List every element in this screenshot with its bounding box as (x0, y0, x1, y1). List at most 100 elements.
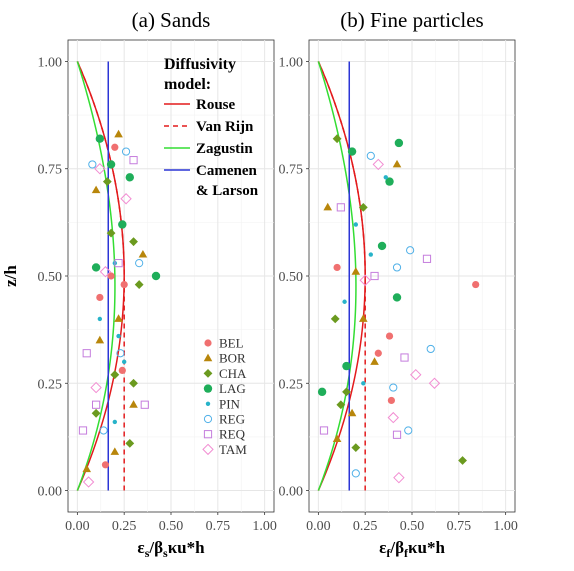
data-point-cha (358, 202, 368, 212)
data-point-bel (333, 263, 341, 272)
data-point-tam (99, 266, 112, 278)
data-point-bor (114, 129, 123, 138)
legend-label-zagustin: Zagustin (196, 141, 253, 157)
site-legend-key-cha (203, 369, 213, 378)
data-point-tam (393, 471, 405, 484)
legend-label-van-rijn: Van Rijn (196, 119, 254, 135)
x-tick-label: 0.75 (206, 519, 231, 534)
data-point-tam (82, 476, 95, 488)
data-point-tam (372, 158, 384, 171)
model-legend-title-1: Diffusivity (164, 56, 236, 73)
data-point-lag (342, 361, 351, 371)
data-point-bor (91, 185, 101, 194)
data-point-lag (317, 387, 327, 397)
data-point-reg (366, 151, 375, 160)
data-point-cha (336, 400, 346, 410)
site-legend-key-reg (203, 414, 213, 424)
data-point-bel (120, 280, 128, 289)
data-point-tam (94, 163, 106, 175)
data-point-tam (428, 377, 441, 389)
x-tick-label: 0.50 (159, 519, 184, 534)
y-tick-label: 1.00 (38, 55, 63, 70)
data-point-req (319, 426, 329, 435)
site-legend-label-lag: LAG (219, 381, 246, 396)
data-point-bor (351, 267, 361, 275)
x-tick-label: 0.50 (400, 519, 425, 534)
site-legend-key-lag (203, 384, 213, 393)
data-point-lag (347, 147, 357, 156)
data-point-cha (106, 228, 116, 238)
data-point-lag (392, 293, 402, 302)
x-tick-label: 0.00 (65, 519, 90, 534)
data-point-reg (426, 344, 435, 354)
site-legend-key-req (203, 430, 213, 439)
y-tick-label: 0.00 (279, 485, 304, 500)
data-point-req (336, 203, 345, 212)
model-line-rouse (76, 61, 125, 491)
data-point-cha (125, 438, 135, 448)
data-point-bel (107, 272, 115, 280)
panel-b-plot-area (308, 39, 516, 513)
site-legend-label-reg: REG (219, 412, 245, 427)
data-point-bel (374, 349, 382, 357)
data-point-reg (406, 246, 415, 255)
data-point-bel (385, 332, 394, 340)
data-point-bor (359, 314, 368, 322)
site-legend-key-tam (202, 443, 214, 456)
data-point-lag (106, 160, 116, 169)
model-legend: Diffusivity model: Rouse Van Rijn Zagust… (164, 56, 259, 199)
legend-label-larson: & Larson (196, 183, 259, 199)
data-point-cha (129, 237, 138, 247)
data-point-req (392, 430, 402, 439)
data-point-pin (97, 316, 103, 322)
data-point-bor (347, 408, 357, 417)
data-point-bor (392, 159, 402, 168)
data-point-pin (353, 222, 359, 227)
data-point-lag (385, 177, 394, 186)
x-tick-label: 0.75 (447, 519, 472, 534)
legend-label-camenen: Camenen (196, 163, 257, 179)
data-point-req (370, 271, 379, 281)
data-point-req (422, 254, 432, 263)
data-point-reg (116, 349, 125, 358)
data-point-req (400, 353, 409, 362)
model-legend-title-2: model: (164, 76, 211, 93)
y-tick-label: 0.50 (38, 270, 63, 285)
data-point-reg (121, 147, 131, 156)
data-point-tam (387, 411, 399, 424)
data-point-reg (392, 263, 402, 272)
data-point-req (140, 400, 149, 409)
data-point-pin (342, 299, 347, 304)
data-point-cha (134, 280, 144, 289)
site-legend-label-cha: CHA (219, 366, 247, 381)
data-point-bor (129, 400, 138, 408)
site-legend-label-tam: TAM (219, 442, 247, 457)
data-point-pin (383, 175, 388, 180)
x-tick-label: 0.00 (306, 519, 331, 534)
site-legend-label-pin: PIN (219, 396, 241, 411)
model-line-rouse (317, 61, 366, 491)
site-legend-label-bel: BEL (219, 336, 244, 351)
data-point-pin (112, 419, 118, 425)
site-legend-key-pin (205, 401, 211, 406)
x-tick-label: 0.25 (353, 519, 378, 534)
data-point-req (114, 259, 123, 268)
data-point-lag (125, 173, 134, 182)
data-point-bel (472, 280, 480, 289)
site-legend-label-bor: BOR (219, 351, 246, 366)
data-point-bor (323, 202, 333, 211)
data-point-bel (96, 293, 104, 302)
x-tick-label: 0.25 (112, 519, 137, 534)
data-point-pin (361, 381, 366, 386)
data-point-bor (332, 434, 342, 443)
data-point-reg (351, 469, 360, 478)
data-point-lag (394, 138, 404, 148)
y-tick-label: 0.00 (38, 485, 63, 500)
data-point-pin (121, 359, 127, 365)
data-point-lag (377, 241, 387, 251)
data-point-pin (116, 333, 121, 339)
data-point-tam (120, 193, 132, 205)
data-point-cha (110, 370, 120, 380)
data-point-lag (118, 220, 127, 229)
